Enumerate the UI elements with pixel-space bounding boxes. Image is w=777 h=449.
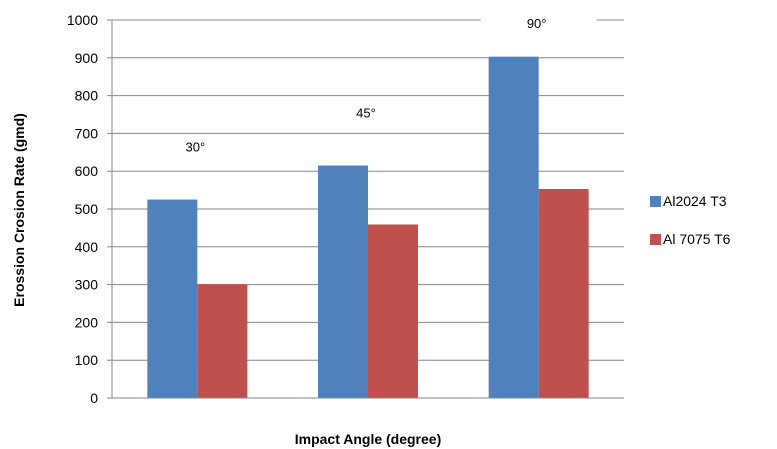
bar [538, 188, 589, 398]
bar [368, 224, 418, 398]
legend-label: Al2024 T3 [663, 193, 727, 209]
y-tick-label: 600 [75, 163, 99, 179]
y-axis-title: Erossion Crosion Rate (gmd) [11, 113, 27, 307]
y-tick-label: 500 [75, 201, 99, 217]
category-label: 90° [527, 16, 547, 31]
y-tick-label: 800 [75, 88, 99, 104]
category-label: 30° [185, 140, 205, 155]
category-label-background [139, 135, 256, 158]
category-label-background [480, 12, 597, 34]
category-labels: 30° 45° 90° [139, 12, 597, 158]
legend-swatch [650, 196, 661, 207]
bars [147, 56, 589, 398]
category-label: 45° [356, 106, 376, 121]
bar [197, 284, 248, 398]
y-tick-label: 100 [75, 352, 99, 368]
legend-label: Al 7075 T6 [663, 231, 731, 247]
y-tick-label: 0 [90, 390, 98, 406]
legend-swatch [650, 234, 661, 245]
y-tick-label: 400 [75, 239, 99, 255]
y-tick-labels: 0 100 200 300 400 500 600 700 800 900 1000 [67, 12, 112, 406]
legend: Al2024 T3 Al 7075 T6 [650, 193, 731, 247]
y-tick-label: 1000 [67, 12, 98, 28]
y-tick-label: 200 [75, 314, 99, 330]
bar [488, 56, 539, 398]
bar [147, 199, 198, 398]
bar [318, 165, 368, 398]
y-tick-label: 300 [75, 277, 99, 293]
category-label-background [310, 101, 426, 124]
y-tick-label: 900 [75, 50, 99, 66]
y-tick-label: 700 [75, 125, 99, 141]
x-axis-title: Impact Angle (degree) [295, 431, 442, 447]
